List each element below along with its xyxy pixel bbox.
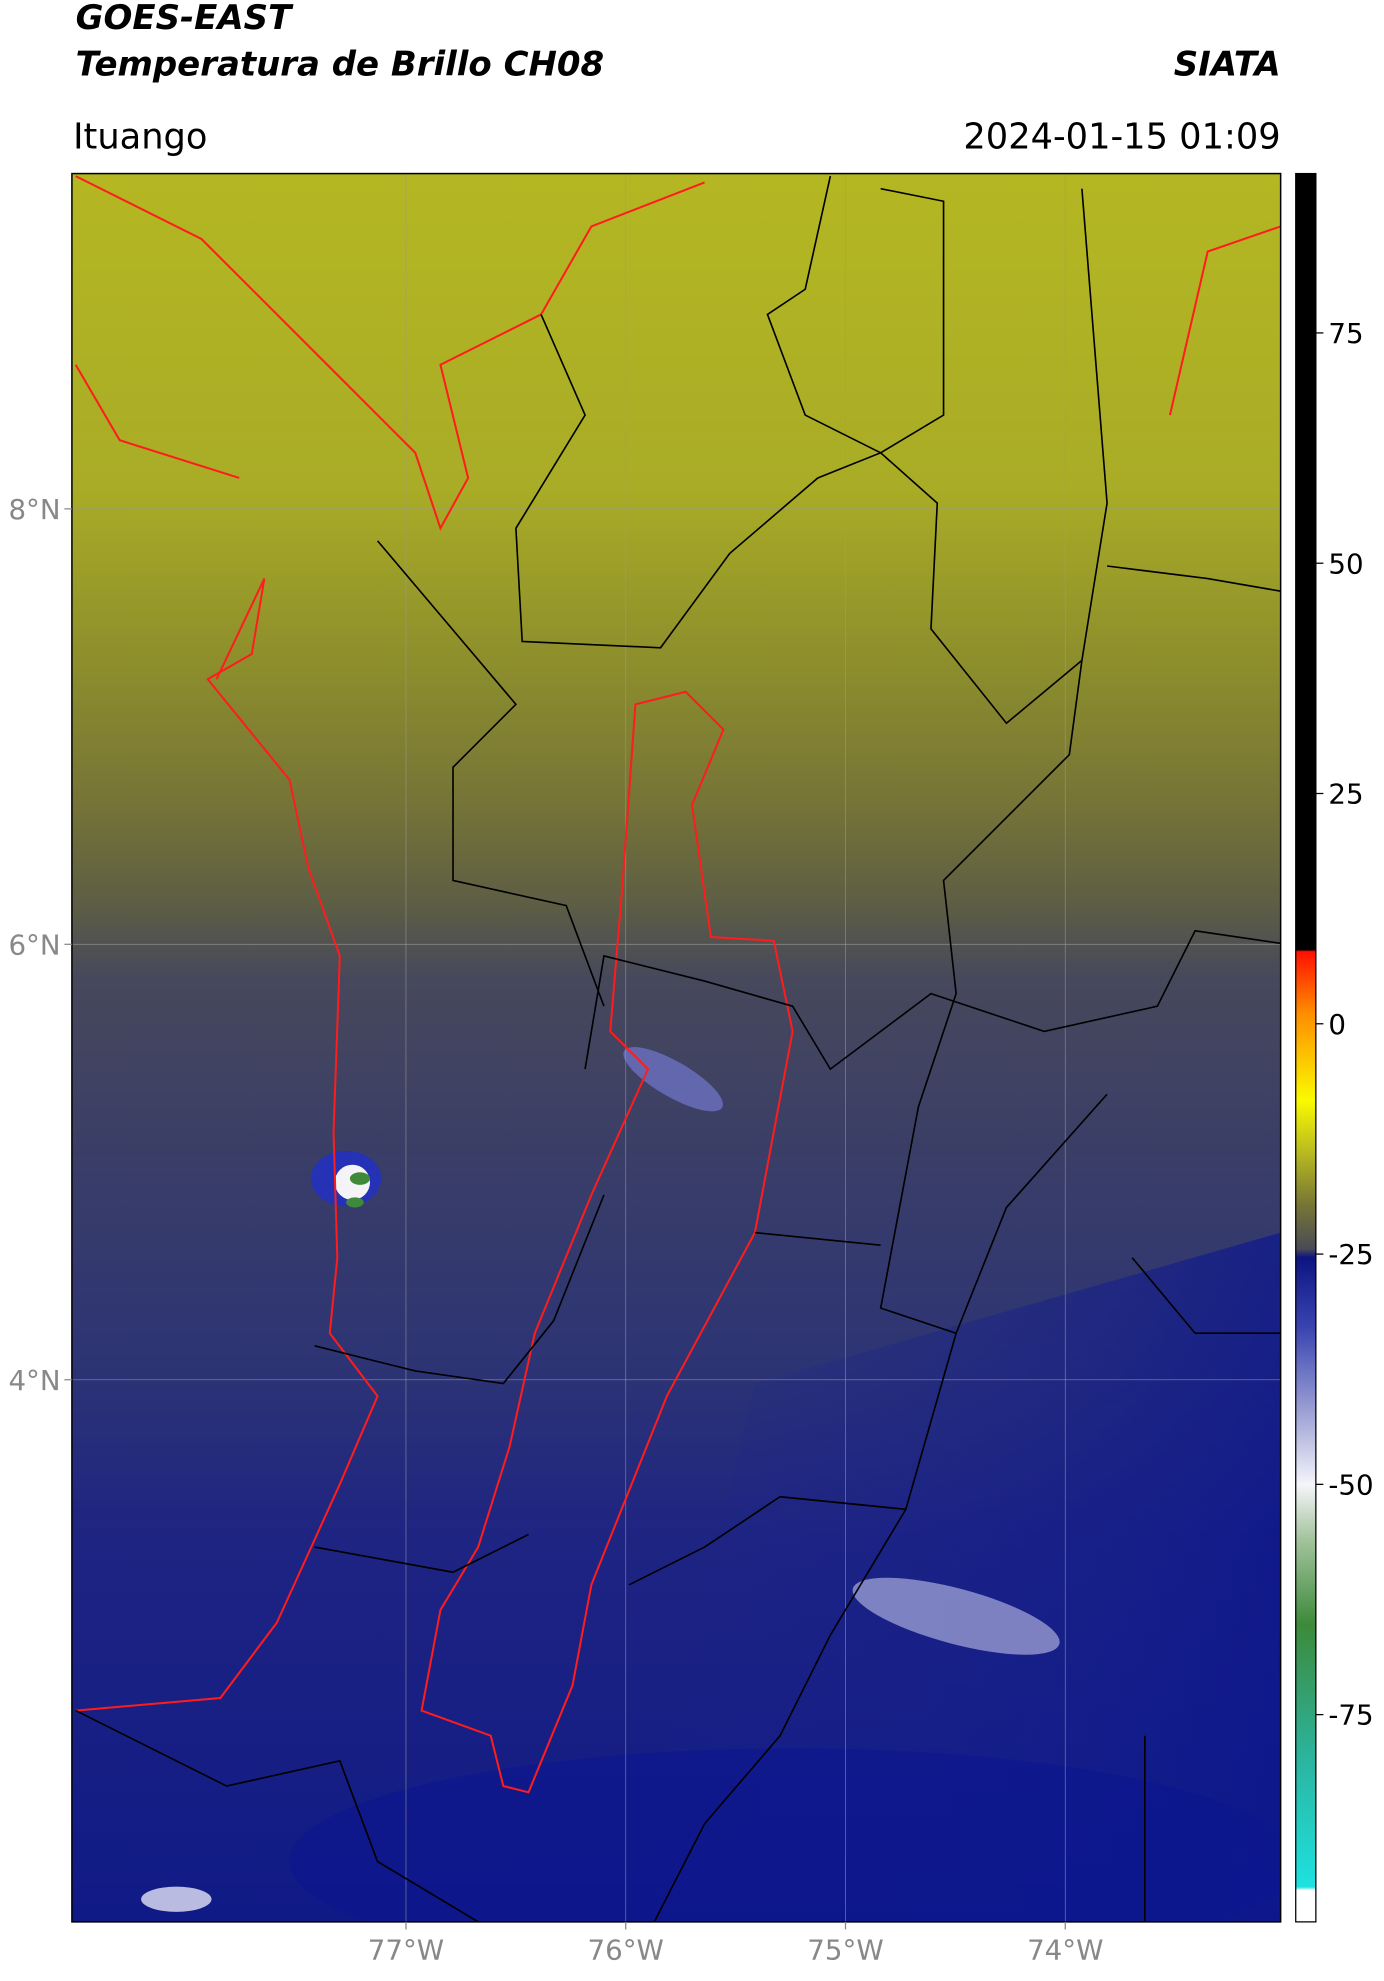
map [71,173,1281,1922]
cloud [141,1886,212,1912]
datetime: 2024-01-15 01:09 [963,116,1280,157]
antioquia-boundary [420,690,794,1794]
source: SIATA [1174,44,1281,84]
admin-boundary [75,175,1281,1922]
x-tick-label: 74°W [1027,1934,1103,1967]
cloud [623,1047,723,1112]
colorbar-tick-label: 75 [1328,317,1363,350]
subtitle: Temperatura de Brillo CH08 [76,44,604,84]
colorbar-tick-label: -25 [1328,1238,1373,1271]
y-tick-label: 4°N [8,1364,60,1397]
cold-region [289,1748,1281,1922]
y-tick-label: 8°N [8,493,60,526]
colorbar-scale [1295,172,1317,1923]
y-tick-label: 6°N [8,928,60,961]
map-frame [71,172,1282,1923]
cloud [346,1197,364,1208]
cloud [852,1577,1060,1655]
colorbar-tick-label: 25 [1328,778,1363,811]
cloud [349,1172,371,1185]
colorbar-tick-label: -50 [1328,1468,1373,1501]
x-tick-label: 77°W [368,1934,444,1967]
colorbar-tick-label: 0 [1328,1008,1346,1041]
x-tick-label: 75°W [807,1934,883,1967]
colorbar-tick-label: -75 [1328,1699,1373,1732]
coastline [74,175,1281,1712]
region: Ituango [73,116,207,157]
title: GOES-EAST [76,0,294,38]
x-tick-label: 76°W [588,1934,664,1967]
colorbar-tick-label: 50 [1328,547,1363,580]
colorbar: -75 -50 -25 0 25 50 75 [1295,172,1374,1923]
